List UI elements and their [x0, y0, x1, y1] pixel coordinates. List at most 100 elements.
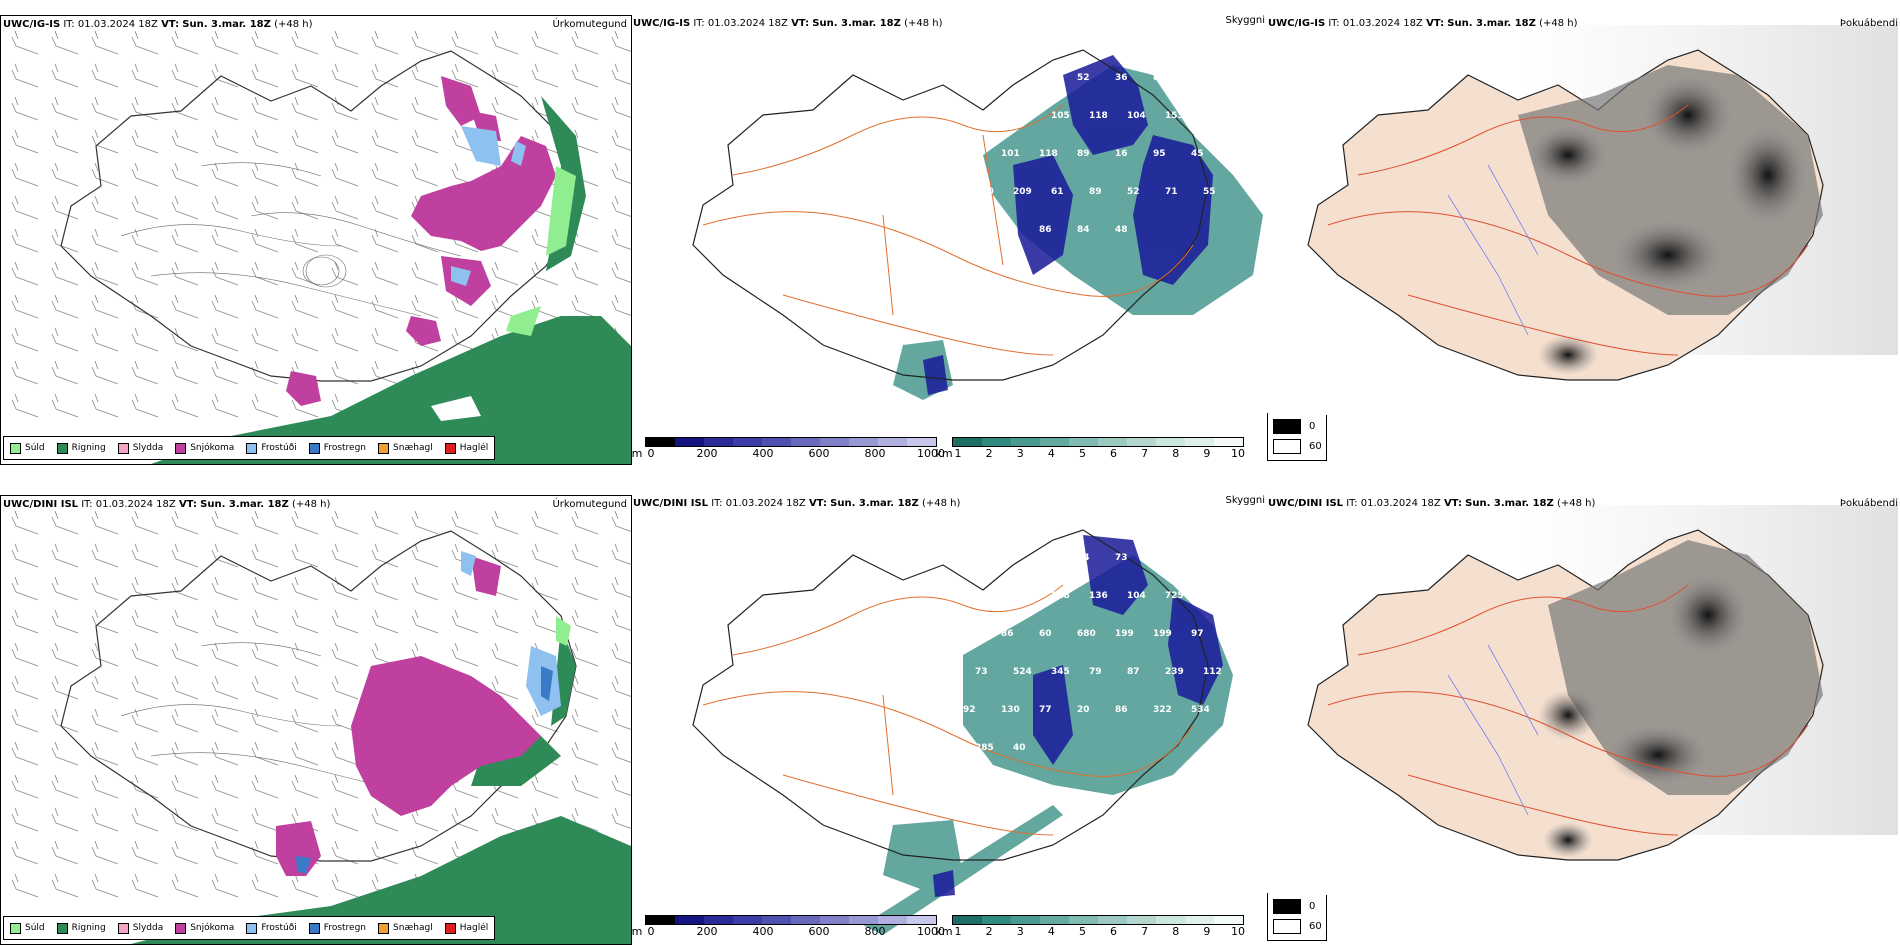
scale-tick: 6: [1110, 925, 1118, 938]
lead-time: (+48 h): [1539, 18, 1578, 29]
wind-barb: [611, 609, 631, 631]
wind-barb: [91, 228, 119, 253]
wind-barb: [51, 807, 79, 832]
vis-value: 36: [1115, 73, 1128, 83]
scale-tick: 10: [1231, 925, 1245, 938]
wind-barb: [611, 675, 631, 697]
wind-barb: [51, 360, 79, 385]
wind-barb: [331, 228, 359, 253]
vis-value: 20: [1077, 705, 1090, 715]
fog-dark-field: [1528, 75, 1808, 375]
wind-barb: [251, 393, 279, 418]
scale-tick: 6: [1110, 447, 1118, 460]
lead-time: (+48 h): [291, 499, 331, 510]
wind-barb: [251, 228, 279, 253]
legend-swatch: [246, 922, 258, 934]
vis-teal-field: [863, 555, 1233, 935]
vis-value: 118: [1051, 591, 1070, 601]
precip-header-row1: UWC/IG-IS IT: 01.03.2024 18Z VT: Sun. 3.…: [3, 19, 313, 31]
legend-label: Snæhagl: [393, 923, 433, 933]
wind-barb: [211, 873, 239, 898]
wind-barb: [371, 840, 399, 865]
cloud-legend-row2: 0 60: [1267, 893, 1327, 941]
legend-item: Frostúði: [246, 442, 297, 454]
wind-barb: [451, 63, 479, 88]
cloud-legend-item: 60: [1273, 439, 1322, 454]
wind-barb: [11, 510, 39, 535]
wind-barb: [51, 675, 79, 700]
wind-barb: [211, 129, 239, 154]
wind-barb: [11, 576, 39, 601]
lead-time: (+48 h): [1556, 498, 1596, 509]
wind-barb: [131, 576, 159, 601]
wind-barb: [571, 510, 599, 535]
legend-item: Slydda: [117, 442, 164, 454]
vis-value: 118: [1089, 111, 1108, 121]
wind-barb: [451, 30, 479, 55]
vis-value: 86: [1115, 705, 1128, 715]
wind-barb: [611, 294, 631, 316]
fog-index-map-row1: UWC/IG-IS IT: 01.03.2024 18Z VT: Sun. 3.…: [1268, 15, 1900, 415]
vis-value: 45: [1191, 149, 1204, 159]
vis-value: 199: [1115, 629, 1134, 639]
scale-tick: 200: [696, 925, 718, 938]
it-value: 01.03.2024 18Z: [1342, 18, 1423, 29]
vis-value: 16: [1115, 149, 1128, 159]
freezing-rain-area: [296, 666, 553, 874]
wind-barb: [171, 360, 199, 385]
wind-barb: [91, 642, 119, 667]
model-name: UWC/DINI ISL: [1268, 498, 1344, 509]
wind-barb: [251, 840, 279, 865]
fog-rivers: [1447, 644, 1539, 816]
wind-barb: [211, 195, 239, 220]
legend-swatch: [444, 922, 456, 934]
vis-value: 60: [1039, 629, 1052, 639]
wind-barb: [331, 63, 359, 88]
visibility-map-row1: 153 198 133 52 36 86 31 13 103 105 118 104 153 74 67 10…: [632, 15, 1265, 463]
cloud-legend-label: 60: [1309, 921, 1322, 932]
legend-label: Frostregn: [323, 443, 367, 453]
scale-tick: 1: [954, 925, 962, 938]
wind-barb: [571, 576, 599, 601]
wind-barb: [291, 261, 319, 286]
vis-value: 153: [1165, 111, 1184, 121]
vis-value: 89: [1077, 149, 1090, 159]
terrain-contours: [120, 162, 462, 317]
wind-barb: [451, 609, 479, 634]
scale-unit: km: [935, 925, 953, 938]
wind-barb: [211, 807, 239, 832]
wind-barb: [131, 393, 159, 418]
legend-swatch: [56, 922, 68, 934]
wind-barb: [51, 576, 79, 601]
wind-barb: [91, 393, 119, 418]
legend-item: Snæhagl: [378, 922, 433, 934]
wind-barb: [291, 741, 319, 766]
wind-barb: [371, 228, 399, 253]
cloud-legend-swatch: [1273, 919, 1301, 934]
scale-km: km 1 2 3 4 5 6 7 8 9 10: [935, 437, 1245, 461]
wind-barb: [331, 642, 359, 667]
vis-value: 73: [975, 667, 988, 677]
legend-item: Rigning: [56, 442, 106, 454]
vis-value: 104: [1127, 591, 1146, 601]
wind-barb: [571, 261, 599, 286]
wind-barb: [171, 162, 199, 187]
legend-label: Slydda: [132, 443, 164, 453]
wind-barb: [251, 261, 279, 286]
wind-barb: [611, 261, 631, 283]
wind-barb: [571, 675, 599, 700]
wind-barb: [51, 63, 79, 88]
wind-barb: [91, 129, 119, 154]
vis-value: 198: [1001, 73, 1020, 83]
wind-barb: [91, 543, 119, 568]
wind-barb: [411, 228, 439, 253]
fog-map-svg: [1307, 505, 1898, 861]
wind-barb: [211, 675, 239, 700]
wind-barb: [251, 609, 279, 634]
legend-item: Súld: [10, 442, 45, 454]
wind-barb: [11, 294, 39, 319]
wind-barb: [251, 360, 279, 385]
wind-barb: [331, 294, 359, 319]
legend-label: Frostregn: [323, 923, 367, 933]
wind-barb: [491, 63, 519, 88]
